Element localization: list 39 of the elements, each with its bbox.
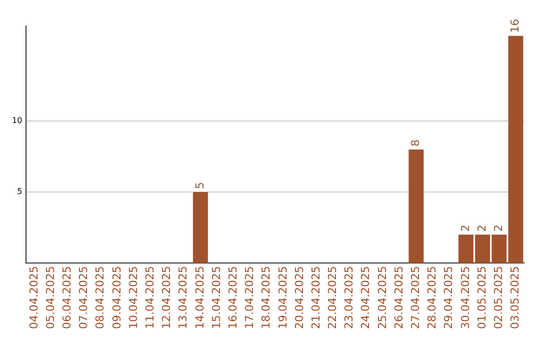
x-tick-label: 01.05.2025: [475, 266, 488, 330]
x-tick-label: 24.04.2025: [359, 266, 372, 330]
x-tick-label: 07.04.2025: [77, 266, 90, 330]
x-tick-label: 28.04.2025: [426, 266, 439, 330]
x-tick-label: 11.04.2025: [144, 266, 156, 330]
x-tick-label: 18.04.2025: [260, 266, 273, 330]
x-tick-label: 05.04.2025: [44, 266, 57, 330]
data-label: 2: [492, 224, 505, 232]
x-tick-label: 22.04.2025: [326, 266, 340, 330]
x-tick-label: 23.04.2025: [342, 266, 356, 330]
x-tick-label: 16.04.2025: [226, 266, 240, 330]
x-tick-label: 19.04.2025: [276, 266, 290, 330]
x-tick-label: 06.04.2025: [60, 266, 74, 330]
data-label: 2: [458, 224, 472, 232]
x-tick-label: 14.04.2025: [193, 266, 206, 330]
data-label: 16: [508, 18, 522, 33]
x-tick-label: 10.04.2025: [126, 266, 140, 330]
x-tick-label: 20.04.2025: [292, 266, 306, 330]
y-tick-label: 10: [12, 116, 22, 126]
x-tick-label: 02.05.2025: [492, 266, 505, 330]
x-tick-label: 15.04.2025: [210, 266, 223, 330]
x-tick-label: 30.04.2025: [458, 266, 472, 330]
data-label: 5: [193, 182, 206, 190]
x-tick-label: 21.04.2025: [309, 266, 322, 330]
x-tick-label: 25.04.2025: [376, 266, 389, 330]
x-tick-label: 17.04.2025: [243, 266, 256, 330]
data-label: 8: [409, 139, 422, 146]
x-tick-label: 27.04.2025: [409, 266, 422, 330]
x-tick-label: 13.04.2025: [176, 266, 190, 330]
bar: [408, 149, 424, 264]
x-tick-label: 09.04.2025: [110, 266, 124, 330]
x-tick-label: 12.04.2025: [160, 266, 174, 330]
data-label: 2: [475, 224, 488, 232]
x-tick-label: 08.04.2025: [94, 266, 107, 330]
x-tick-label: 04.04.2025: [27, 266, 40, 330]
x-tick-label: 03.05.2025: [508, 266, 522, 330]
x-tick-label: 29.04.2025: [442, 266, 456, 330]
x-tick-label: 26.04.2025: [392, 266, 406, 330]
bar: [192, 192, 208, 264]
